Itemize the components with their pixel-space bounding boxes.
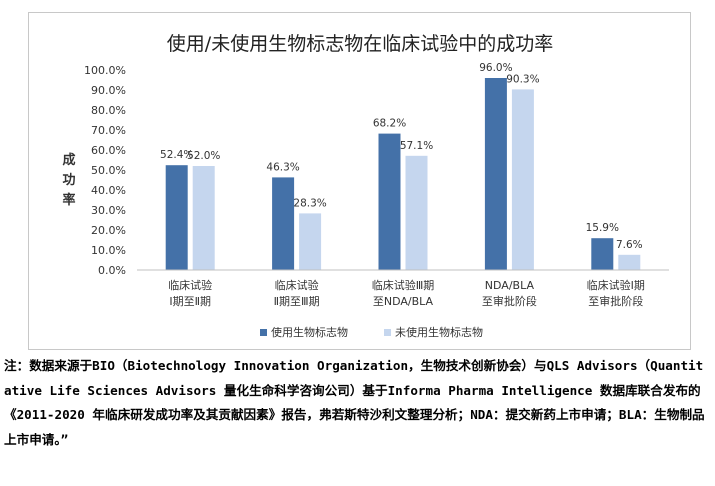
x-tick-label: Ⅱ期至Ⅲ期 [274, 295, 320, 308]
x-tick-label: 临床试验Ⅲ期 [372, 278, 435, 292]
source-note: 注：数据来源于BIO（Biotechnology Innovation Orga… [4, 358, 705, 447]
legend: 使用生物标志物 未使用生物标志物 [260, 325, 483, 339]
bar-chart: 使用/未使用生物标志物在临床试验中的成功率 成功率 0.0% 10.0% 20.0%… [62, 33, 669, 339]
data-label: 7.6% [616, 239, 643, 251]
bar-unused [299, 213, 322, 270]
bar-unused [192, 166, 215, 270]
y-tick-label: 70.0% [91, 124, 126, 137]
y-tick-label: 30.0% [91, 204, 126, 217]
y-tick-label: 40.0% [91, 184, 126, 197]
y-tick-label: 90.0% [91, 84, 126, 97]
x-tick-label: 至NDA/BLA [373, 295, 434, 308]
y-tick-label: 60.0% [91, 144, 126, 157]
data-label: 15.9% [586, 222, 619, 234]
chart-title: 使用/未使用生物标志物在临床试验中的成功率 [167, 33, 553, 55]
bar-unused [405, 155, 428, 270]
data-label: 28.3% [293, 197, 326, 209]
y-tick-label: 10.0% [91, 244, 126, 257]
bar-used [165, 165, 188, 270]
y-tick-label: 0.0% [98, 264, 126, 277]
data-label: 96.0% [479, 62, 512, 74]
y-axis-label-char: 率 [62, 192, 75, 208]
x-tick-label: 至审批阶段 [588, 294, 643, 308]
x-tick-label: NDA/BLA [485, 279, 535, 292]
bar-used [378, 133, 401, 270]
y-axis-label: 成功率 [62, 152, 75, 208]
x-tick-label: 临床试验 [168, 278, 212, 292]
bar-used [591, 238, 614, 270]
data-label: 52.0% [187, 150, 220, 162]
bar-unused [511, 89, 534, 271]
bar-used [272, 177, 295, 270]
y-axis-label-char: 功 [62, 173, 75, 188]
y-tick-label: 20.0% [91, 224, 126, 237]
y-axis-ticks: 0.0% 10.0% 20.0% 30.0% 40.0% 50.0% 60.0% 70.0% 8… [84, 64, 126, 277]
chart-frame: 使用/未使用生物标志物在临床试验中的成功率 成功率 0.0% 10.0% 20.0%… [28, 12, 691, 350]
data-label: 57.1% [400, 140, 433, 152]
bar-used [484, 78, 507, 270]
x-tick-label: 至审批阶段 [482, 294, 537, 308]
y-axis-label-char: 成 [62, 152, 75, 168]
data-labels: 52.4%52.0% 46.3% 28.3% 68.2% 57.1% 96.0%90.3%… [160, 62, 643, 251]
x-tick-label: 临床试验 [275, 278, 319, 292]
legend-swatch [260, 329, 267, 336]
bars [165, 78, 641, 271]
data-label: 68.2% [373, 118, 406, 130]
y-tick-label: 80.0% [91, 104, 126, 117]
legend-swatch [384, 329, 391, 336]
y-tick-label: 50.0% [91, 164, 126, 177]
data-label: 46.3% [266, 161, 299, 173]
legend-label: 使用生物标志物 [271, 325, 348, 339]
data-label: 90.3% [506, 73, 539, 85]
bar-unused [618, 254, 641, 270]
x-tick-label: 临床试验Ⅰ期 [587, 278, 645, 292]
legend-label: 未使用生物标志物 [395, 325, 483, 339]
y-tick-label: 100.0% [84, 64, 126, 77]
data-label: 52.4% [160, 149, 193, 161]
x-tick-label: Ⅰ期至Ⅱ期 [169, 295, 211, 308]
